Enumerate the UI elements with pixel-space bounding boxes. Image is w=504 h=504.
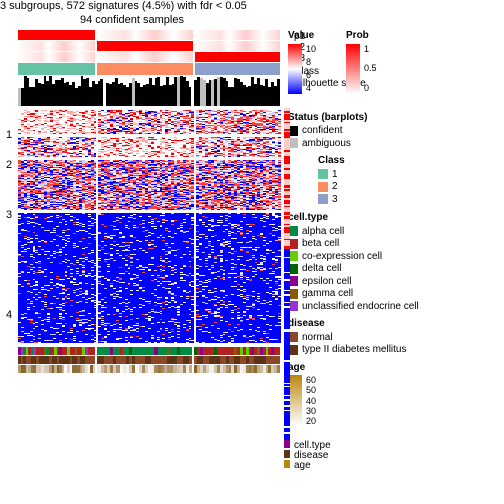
prob-legend: Prob10.50: [346, 30, 377, 94]
heatmap: [18, 30, 280, 485]
status-legend: Status (barplots)confidentambiguous: [288, 112, 498, 150]
figure-subtitle: 94 confident samples: [80, 14, 184, 26]
figure: 3 subgroups, 572 signatures (4.5%) with …: [0, 0, 504, 504]
celltype-legend: cell.typealpha cellbeta cellco-expressio…: [288, 212, 498, 312]
figure-title: 3 subgroups, 572 signatures (4.5%) with …: [0, 0, 247, 12]
legends: Value10864 Prob10.50 Status (barplots)co…: [288, 30, 498, 431]
row-label: 2: [6, 159, 12, 171]
age-legend: age6050403020: [288, 362, 498, 426]
row-label: 3: [6, 209, 12, 221]
row-label: 1: [6, 129, 12, 141]
value-legend: Value10864: [288, 30, 316, 94]
disease-legend: diseasenormaltype II diabetes mellitus: [288, 318, 498, 356]
class-legend: Class123: [318, 155, 345, 206]
row-label: 4: [6, 309, 12, 321]
age-label: age: [294, 460, 311, 471]
